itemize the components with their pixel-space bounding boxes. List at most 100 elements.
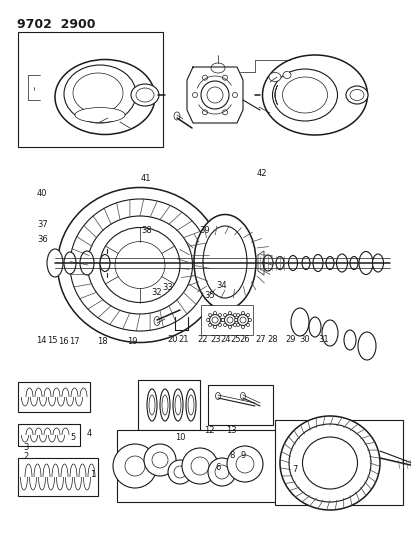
Circle shape (144, 444, 176, 476)
Ellipse shape (100, 254, 110, 271)
Bar (18, 458, 98, 496)
Text: 12: 12 (204, 426, 215, 435)
Ellipse shape (238, 314, 249, 326)
Ellipse shape (269, 72, 281, 82)
Circle shape (224, 324, 226, 326)
Ellipse shape (326, 256, 334, 270)
Circle shape (233, 93, 238, 98)
Ellipse shape (346, 86, 368, 104)
Ellipse shape (80, 251, 94, 275)
Ellipse shape (55, 60, 155, 134)
Ellipse shape (272, 69, 337, 121)
Ellipse shape (240, 317, 246, 323)
Ellipse shape (289, 424, 371, 502)
Ellipse shape (210, 314, 220, 326)
Ellipse shape (358, 332, 376, 360)
Circle shape (233, 324, 236, 326)
Text: 31: 31 (319, 335, 329, 344)
Text: 25: 25 (230, 335, 241, 344)
Circle shape (237, 324, 240, 326)
Circle shape (219, 313, 222, 317)
Circle shape (219, 324, 222, 326)
Ellipse shape (131, 84, 159, 106)
Circle shape (222, 110, 228, 115)
Circle shape (213, 326, 217, 328)
Ellipse shape (359, 252, 373, 274)
Text: 24: 24 (220, 335, 231, 344)
Circle shape (249, 319, 252, 321)
Circle shape (125, 456, 145, 476)
Ellipse shape (283, 71, 291, 78)
Text: 38: 38 (142, 226, 152, 235)
Circle shape (208, 313, 212, 317)
Ellipse shape (282, 77, 328, 113)
Text: 29: 29 (285, 335, 296, 344)
Text: 32: 32 (152, 288, 162, 297)
Text: 39: 39 (199, 226, 210, 235)
Text: 1: 1 (90, 470, 95, 479)
Bar (18, 424, 80, 446)
Ellipse shape (174, 112, 180, 120)
Circle shape (224, 313, 226, 317)
Ellipse shape (276, 256, 284, 270)
Ellipse shape (212, 317, 218, 323)
Text: 6: 6 (215, 463, 221, 472)
Circle shape (235, 319, 238, 321)
Text: 3: 3 (23, 443, 29, 452)
Ellipse shape (186, 389, 196, 421)
Text: 17: 17 (69, 337, 80, 346)
Ellipse shape (115, 241, 165, 288)
Ellipse shape (149, 395, 155, 415)
Circle shape (222, 75, 228, 80)
Circle shape (242, 311, 245, 314)
Ellipse shape (350, 256, 358, 270)
Ellipse shape (173, 389, 183, 421)
Ellipse shape (162, 395, 168, 415)
Text: 41: 41 (141, 174, 151, 183)
Circle shape (236, 319, 238, 321)
Ellipse shape (289, 255, 298, 271)
Ellipse shape (73, 73, 123, 113)
Text: 18: 18 (97, 337, 108, 346)
Circle shape (229, 326, 231, 328)
Circle shape (191, 457, 209, 475)
Ellipse shape (175, 395, 181, 415)
Circle shape (182, 448, 218, 484)
Circle shape (113, 444, 157, 488)
Text: 7: 7 (292, 465, 298, 473)
Text: 4: 4 (87, 430, 92, 438)
Ellipse shape (302, 437, 358, 489)
Text: 33: 33 (162, 284, 173, 292)
Ellipse shape (337, 254, 347, 272)
Ellipse shape (75, 108, 125, 123)
Circle shape (247, 313, 249, 317)
Text: 27: 27 (256, 335, 266, 344)
Ellipse shape (47, 249, 63, 277)
Ellipse shape (344, 330, 356, 350)
Circle shape (242, 326, 245, 328)
Text: 22: 22 (197, 335, 208, 344)
Ellipse shape (263, 55, 367, 135)
Circle shape (237, 313, 240, 317)
Text: 2: 2 (23, 452, 28, 461)
Text: 26: 26 (240, 335, 250, 344)
Circle shape (203, 75, 208, 80)
Text: 35: 35 (205, 292, 215, 300)
Ellipse shape (309, 317, 321, 337)
Ellipse shape (147, 389, 157, 421)
Circle shape (208, 458, 236, 486)
Circle shape (192, 93, 198, 98)
Ellipse shape (194, 214, 256, 310)
Text: 16: 16 (58, 337, 69, 346)
Ellipse shape (64, 65, 136, 123)
Bar (18, 32, 163, 147)
Bar (208, 385, 273, 425)
Text: 23: 23 (211, 335, 222, 344)
Ellipse shape (350, 90, 364, 101)
Ellipse shape (291, 308, 309, 336)
Ellipse shape (136, 88, 154, 102)
Text: 19: 19 (127, 337, 138, 346)
Text: 15: 15 (47, 336, 58, 345)
Circle shape (220, 319, 224, 321)
Ellipse shape (58, 188, 222, 343)
